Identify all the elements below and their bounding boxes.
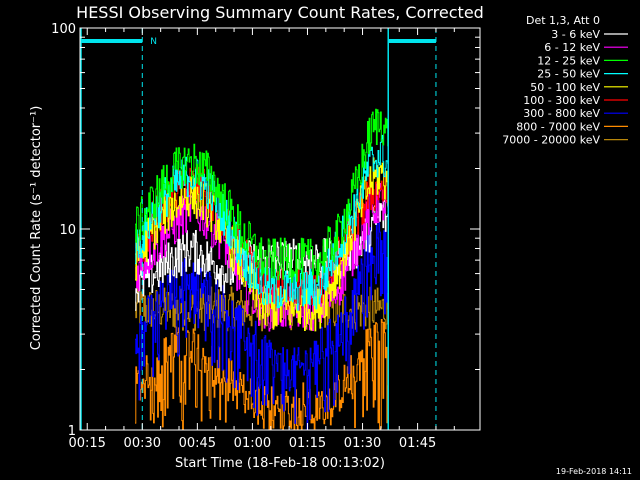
x-axis-label: Start Time (18-Feb-18 00:13:02) bbox=[175, 456, 385, 471]
legend-entry-label: 300 - 800 keV bbox=[523, 107, 600, 120]
y-tick-label: 100 bbox=[51, 22, 76, 37]
y-tick-label: 10 bbox=[59, 223, 76, 238]
x-tick-label: 01:15 bbox=[289, 436, 326, 451]
y-axis-label: Corrected Count Rate (s⁻¹ detector⁻¹) bbox=[29, 106, 44, 351]
legend-entry-label: 7000 - 20000 keV bbox=[502, 134, 600, 147]
legend-header: Det 1,3, Att 0 bbox=[526, 14, 600, 27]
legend-entry-label: 50 - 100 keV bbox=[530, 81, 600, 94]
x-tick-label: 00:30 bbox=[124, 436, 161, 451]
x-tick-label: 00:15 bbox=[68, 436, 105, 451]
x-tick-label: 01:00 bbox=[234, 436, 271, 451]
series-line bbox=[135, 157, 389, 332]
series-line bbox=[135, 108, 389, 283]
legend-entry-label: 800 - 7000 keV bbox=[516, 120, 600, 133]
legend-entry-label: 12 - 25 keV bbox=[537, 54, 600, 67]
legend-entry-label: 6 - 12 keV bbox=[544, 41, 600, 54]
series-line bbox=[135, 220, 389, 431]
series-group bbox=[135, 108, 389, 431]
y-tick-label: 1 bbox=[68, 424, 76, 439]
x-tick-label: 00:45 bbox=[179, 436, 216, 451]
generation-timestamp: 19-Feb-2018 14:11 bbox=[556, 467, 632, 476]
legend-entry-label: 25 - 50 keV bbox=[537, 68, 600, 81]
marker-group: N bbox=[80, 28, 437, 430]
night-flag-label: N bbox=[150, 37, 157, 47]
legend-entry-label: 100 - 300 keV bbox=[523, 94, 600, 107]
axes-group: 00:15 00:30 00:45 01:00 01:15 01:30 01:45 1 10 10… bbox=[51, 22, 481, 451]
series-line bbox=[135, 319, 389, 431]
x-tick-label: 01:30 bbox=[344, 436, 381, 451]
series-line bbox=[135, 183, 389, 332]
legend-entry-label: 3 - 6 keV bbox=[551, 28, 600, 41]
x-tick-label: 01:45 bbox=[399, 436, 436, 451]
chart-title: HESSI Observing Summary Count Rates, Cor… bbox=[76, 3, 484, 22]
